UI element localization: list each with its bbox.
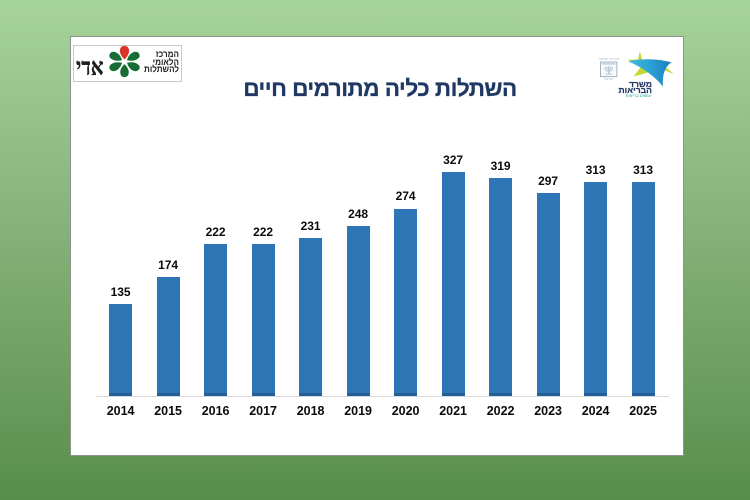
svg-text:ישראל: ישראל xyxy=(604,77,614,81)
svg-text:מדינת ישראל: מדינת ישראל xyxy=(599,57,619,61)
